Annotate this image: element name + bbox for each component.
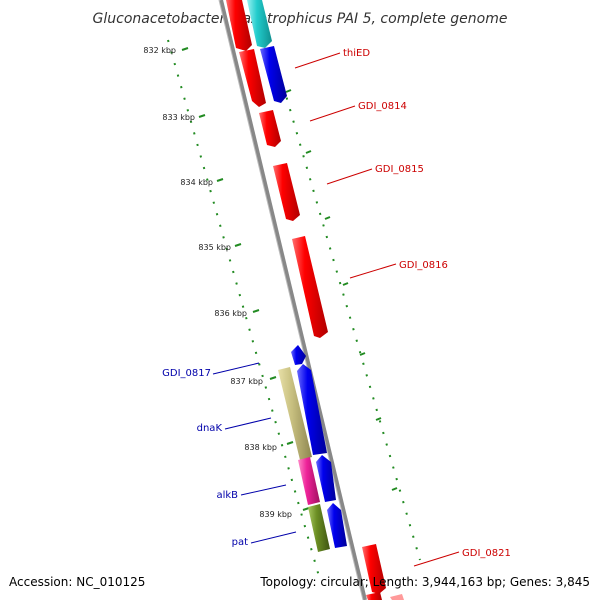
ruler-tick-mark bbox=[375, 417, 382, 421]
ruler-tick-mark bbox=[324, 216, 331, 220]
ruler-tick-label: 837 kbp bbox=[230, 377, 263, 386]
gene-label[interactable]: GDI_0817 bbox=[162, 368, 211, 379]
gene-feature-red[interactable] bbox=[362, 544, 386, 594]
gene-feature-red[interactable] bbox=[239, 49, 266, 107]
gene-label-leader bbox=[309, 105, 356, 122]
ruler-tick-label: 838 kbp bbox=[244, 443, 277, 452]
gene-feature-blue[interactable] bbox=[297, 364, 327, 455]
ruler-tick-mark bbox=[359, 352, 366, 356]
gene-labels-left: GDI_0817 dnaK alkB pat bbox=[162, 362, 297, 548]
ruler-tick-mark bbox=[342, 282, 349, 286]
gene-label-leader bbox=[224, 417, 272, 430]
gene-feature-red[interactable] bbox=[226, 0, 252, 51]
ruler-tick-label: 835 kbp bbox=[198, 243, 231, 252]
gene-label-leader bbox=[349, 263, 397, 279]
gene-features bbox=[226, 0, 404, 600]
ruler-tick-label: 834 kbp bbox=[180, 178, 213, 187]
ruler-tick-mark bbox=[181, 47, 189, 51]
gene-label[interactable]: thiED bbox=[343, 48, 370, 59]
gene-label-leader bbox=[250, 531, 297, 544]
gene-label[interactable]: alkB bbox=[216, 490, 238, 501]
ruler-tick-mark bbox=[269, 376, 277, 380]
genome-backbone-highlight bbox=[218, 0, 364, 600]
gene-label[interactable]: pat bbox=[232, 537, 248, 548]
gene-labels-right: thiED GDI_0814 GDI_0815 GDI_0816 GDI_082… bbox=[294, 48, 511, 567]
genome-summary-text: Topology: circular; Length: 3,944,163 bp… bbox=[259, 575, 590, 589]
ruler-tick-mark bbox=[216, 178, 224, 182]
gene-feature-cyan[interactable] bbox=[247, 0, 272, 48]
gene-feature-blue[interactable] bbox=[260, 46, 287, 103]
ruler-ticks-right bbox=[285, 89, 398, 491]
ruler-ticks: 832 kbp 833 kbp 834 kbp 835 kbp 836 kbp … bbox=[143, 46, 310, 519]
gene-feature-olive[interactable] bbox=[308, 504, 330, 552]
gene-label-leader bbox=[212, 362, 260, 375]
gene-label-leader bbox=[240, 484, 287, 496]
ruler-tick-label: 833 kbp bbox=[162, 113, 195, 122]
gene-label[interactable]: GDI_0815 bbox=[375, 164, 424, 175]
gene-feature-blue[interactable] bbox=[316, 455, 336, 502]
gene-feature-khaki[interactable] bbox=[278, 367, 312, 460]
ruler-tick-mark bbox=[391, 487, 398, 491]
gene-label[interactable]: GDI_0821 bbox=[462, 548, 511, 559]
gene-feature-pink[interactable] bbox=[390, 594, 404, 600]
gene-label[interactable]: GDI_0816 bbox=[399, 260, 448, 271]
gene-feature-red[interactable] bbox=[366, 592, 382, 600]
ruler-tick-mark bbox=[305, 150, 312, 154]
ruler-tick-mark bbox=[302, 507, 310, 511]
accession-text: Accession: NC_010125 bbox=[9, 575, 145, 589]
gene-feature-magenta[interactable] bbox=[298, 457, 320, 505]
gene-feature-red[interactable] bbox=[292, 236, 328, 338]
map-title: Gluconacetobacter diazotrophicus PAI 5, … bbox=[93, 11, 508, 27]
ruler-tick-mark bbox=[252, 309, 260, 313]
gene-label[interactable]: dnaK bbox=[197, 423, 223, 434]
gene-label-leader bbox=[413, 551, 460, 567]
ruler-tick-label: 832 kbp bbox=[143, 46, 176, 55]
gene-feature-blue[interactable] bbox=[327, 503, 347, 548]
gene-label-leader bbox=[294, 52, 341, 69]
genome-backbone bbox=[219, 0, 367, 600]
gene-label[interactable]: GDI_0814 bbox=[358, 101, 407, 112]
ruler-tick-label: 839 kbp bbox=[259, 510, 292, 519]
gene-feature-blue[interactable] bbox=[291, 345, 306, 365]
gene-feature-red[interactable] bbox=[273, 163, 300, 221]
ruler-tick-mark bbox=[285, 89, 292, 93]
gene-label-leader bbox=[326, 168, 373, 185]
ruler-tick-mark bbox=[198, 114, 206, 118]
gene-feature-red[interactable] bbox=[259, 110, 281, 147]
ruler-tick-mark bbox=[234, 243, 242, 247]
ruler-tick-mark bbox=[286, 441, 294, 445]
ruler-tick-label: 836 kbp bbox=[214, 309, 247, 318]
